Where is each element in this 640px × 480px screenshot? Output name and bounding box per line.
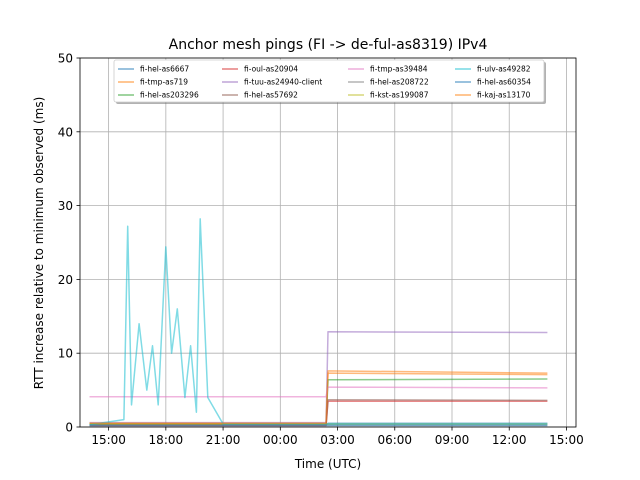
y-axis-label: RTT increase relative to minimum observe… [32,97,46,390]
legend-label: fi-tmp-as39484 [370,65,428,74]
legend: fi-hel-as6667 fi-tmp-as719 fi-hel-as203296… [113,59,546,104]
legend-label: fi-kst-as199087 [370,91,429,100]
series-line-fi-kaj-as13170 [89,370,548,425]
legend-label: fi-kaj-as13170 [477,91,531,100]
chart-title: Anchor mesh pings (FI -> de-ful-as8319) … [169,37,488,53]
legend-label: fi-tuu-as24940-client [244,78,322,87]
legend-label: fi-hel-as60354 [477,78,531,87]
legend-label: fi-oul-as20904 [244,65,298,74]
x-tick-label: 18:00 [149,433,184,447]
legend-label: fi-ulv-as49282 [477,65,531,74]
series-layer [89,218,548,427]
y-axis: 0 10 20 30 40 50 [58,52,80,435]
x-tick-label: 12:00 [492,433,527,447]
x-axis: 15:00 18:00 21:00 00:00 03:00 06:00 09:00 12:00… [91,427,584,447]
x-tick-label: 03:00 [320,433,355,447]
x-tick-label: 06:00 [377,433,412,447]
x-tick-label: 09:00 [435,433,470,447]
legend-label: fi-hel-as208722 [370,78,429,87]
series-line-fi-tuu-as24940-client [89,331,548,424]
legend-label: fi-hel-as6667 [140,65,189,74]
plot-frame [79,57,577,428]
y-tick-label: 40 [58,125,73,139]
series-line-fi-ulv-as49282 [89,218,548,426]
x-axis-label: Time (UTC) [294,457,361,471]
y-tick-label: 20 [58,273,73,287]
legend-box [113,59,545,103]
grid [80,57,576,428]
legend-label: fi-tmp-as719 [140,78,188,87]
legend-label: fi-hel-as57692 [244,91,298,100]
x-tick-label: 00:00 [263,433,298,447]
x-tick-label: 21:00 [206,433,241,447]
y-tick-label: 30 [58,199,73,213]
y-tick-label: 50 [58,52,73,66]
x-tick-label: 15:00 [549,433,584,447]
y-tick-label: 10 [58,347,73,361]
y-tick-label: 0 [65,421,73,435]
x-tick-label: 15:00 [91,433,126,447]
legend-label: fi-hel-as203296 [140,91,199,100]
